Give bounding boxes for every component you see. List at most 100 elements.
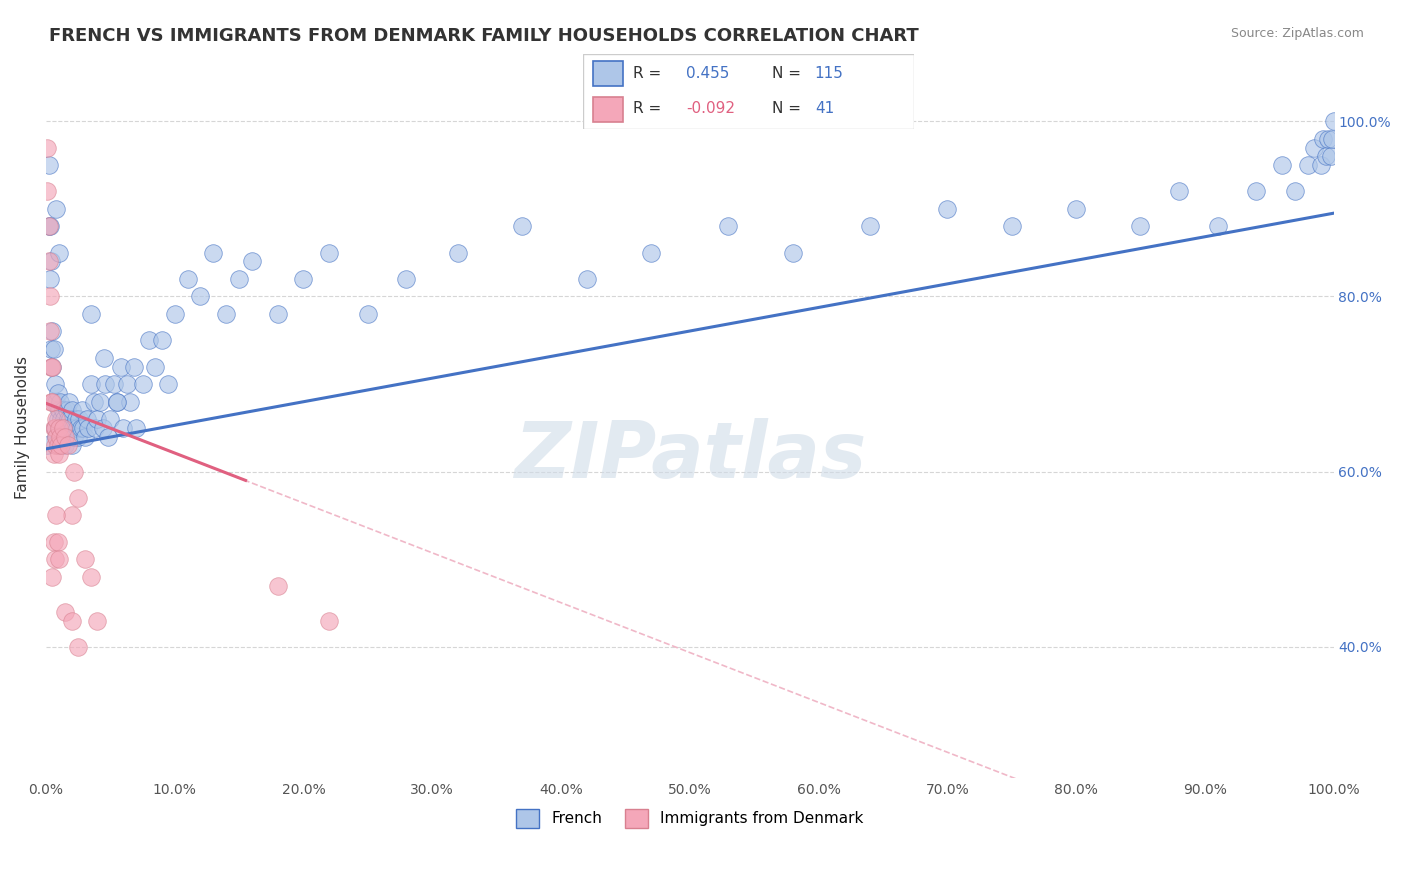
Point (41, 394, 63, 409)
Point (45, 508, 67, 523)
Text: 0.455: 0.455 (686, 67, 730, 81)
Point (80, 570, 103, 584)
Point (63, 429, 86, 443)
Point (77, 421, 100, 435)
Point (575, 272, 598, 286)
Point (1309, 158, 1331, 172)
Point (94, 377, 117, 392)
Point (60, 403, 83, 417)
Point (38, 219, 60, 234)
Point (52, 421, 75, 435)
Point (717, 219, 740, 234)
Point (93, 351, 115, 365)
Point (1129, 219, 1152, 234)
Point (53, 412, 76, 426)
Point (44, 377, 66, 392)
Point (150, 333, 173, 347)
Text: N =: N = (772, 67, 806, 81)
Text: FRENCH VS IMMIGRANTS FROM DENMARK FAMILY HOUSEHOLDS CORRELATION CHART: FRENCH VS IMMIGRANTS FROM DENMARK FAMILY… (49, 27, 920, 45)
Point (125, 421, 148, 435)
Point (53, 429, 76, 443)
Point (37, 140, 59, 154)
Point (45, 429, 67, 443)
Point (49, 421, 72, 435)
Point (190, 289, 212, 303)
Point (138, 333, 160, 347)
Point (80, 377, 103, 392)
Point (118, 394, 141, 409)
Point (1317, 132, 1340, 146)
Text: ZIPatlas: ZIPatlas (513, 417, 866, 494)
Point (46, 438, 69, 452)
Point (41, 359, 63, 374)
Point (60, 438, 83, 452)
Point (318, 245, 340, 260)
Point (41, 359, 63, 374)
Point (45, 394, 67, 409)
Point (512, 219, 534, 234)
Point (640, 245, 662, 260)
Point (1271, 158, 1294, 172)
Point (1168, 184, 1191, 198)
Point (38, 289, 60, 303)
Point (176, 272, 198, 286)
Point (48, 447, 70, 461)
Point (67, 429, 90, 443)
Point (1322, 132, 1344, 146)
Point (782, 245, 804, 260)
Point (1322, 114, 1344, 128)
Point (1303, 140, 1326, 154)
Point (39, 342, 62, 356)
Point (39, 394, 62, 409)
Point (215, 307, 238, 321)
Point (38, 254, 60, 268)
Point (83, 394, 105, 409)
Point (86, 412, 108, 426)
Text: -0.092: -0.092 (686, 102, 735, 116)
Text: R =: R = (633, 102, 666, 116)
Point (131, 377, 153, 392)
Point (1315, 149, 1337, 163)
Y-axis label: Family Households: Family Households (15, 356, 30, 500)
Point (53, 438, 76, 452)
Point (38, 219, 60, 234)
Point (76, 412, 98, 426)
Point (163, 307, 186, 321)
Point (48, 438, 70, 452)
Point (357, 307, 380, 321)
Point (48, 421, 70, 435)
Point (122, 359, 145, 374)
Point (48, 403, 70, 417)
Point (83, 421, 105, 435)
Point (62, 421, 84, 435)
Text: 41: 41 (815, 102, 834, 116)
Point (202, 245, 225, 260)
Point (67, 640, 90, 654)
Point (395, 272, 418, 286)
Point (80, 307, 103, 321)
Point (145, 359, 167, 374)
Point (105, 394, 128, 409)
Point (115, 377, 138, 392)
Point (41, 325, 63, 339)
Text: Source: ZipAtlas.com: Source: ZipAtlas.com (1230, 27, 1364, 40)
Point (103, 377, 125, 392)
Text: R =: R = (633, 67, 666, 81)
Point (110, 359, 132, 374)
Point (51, 412, 73, 426)
Point (53, 429, 76, 443)
Point (89, 394, 111, 409)
Point (39, 359, 62, 374)
Point (38, 158, 60, 172)
Point (267, 578, 290, 592)
Point (38, 325, 60, 339)
Point (48, 552, 70, 566)
Point (53, 421, 76, 435)
Point (1246, 184, 1268, 198)
Point (66, 421, 89, 435)
Point (73, 429, 96, 443)
Point (228, 272, 250, 286)
Point (63, 465, 86, 479)
Point (59, 412, 82, 426)
Point (42, 421, 65, 435)
